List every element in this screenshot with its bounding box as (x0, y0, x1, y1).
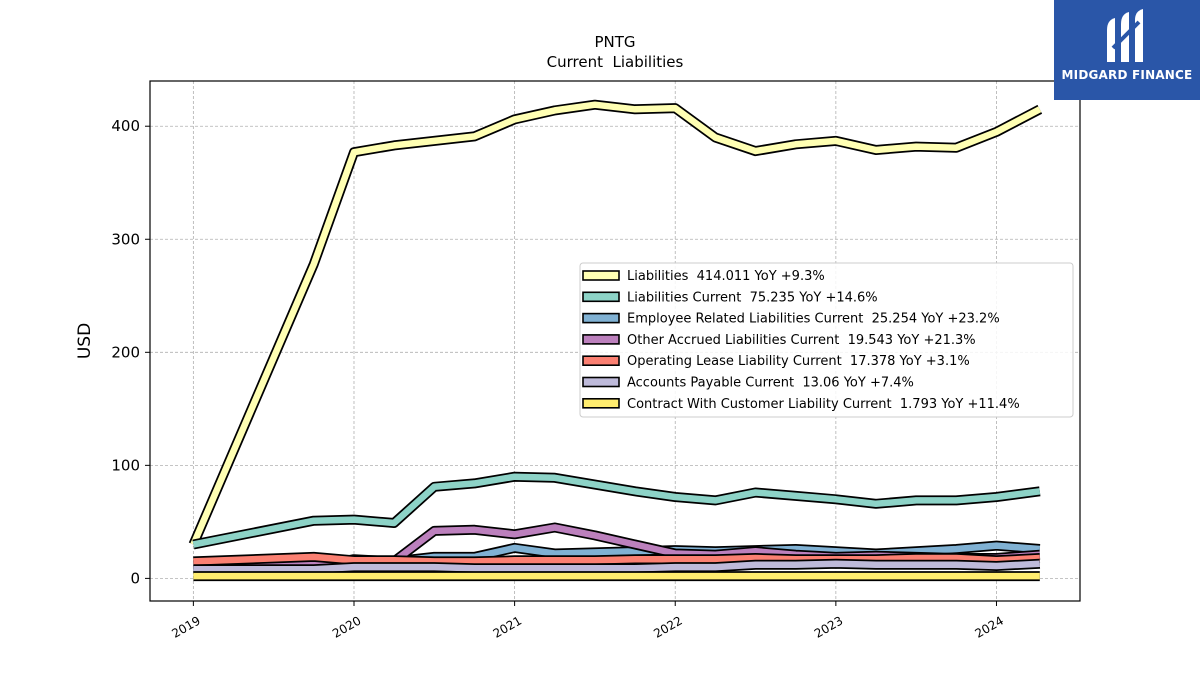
y-tick-label: 400 (111, 117, 140, 135)
legend-box (579, 262, 1074, 418)
chart-title: PNTG (594, 33, 635, 51)
legend-swatch (582, 291, 620, 303)
legend-label: Operating Lease Liability Current 17.378… (627, 354, 970, 369)
legend-label: Liabilities 414.011 YoY +9.3% (627, 269, 825, 284)
series-lines (188, 99, 1043, 582)
series-line (193, 560, 1040, 573)
legend-swatch (582, 334, 620, 345)
legend-swatch (582, 355, 620, 367)
legend-swatch (582, 312, 620, 324)
y-axis-label: USD (75, 323, 95, 359)
brand-mark-icon (1107, 9, 1143, 62)
brand-name: MIDGARD FINANCE (1061, 68, 1193, 82)
legend: Liabilities 414.011 YoY +9.3% Liabilities… (579, 262, 1074, 418)
y-tick-label: 0 (130, 569, 140, 587)
chart-subtitle: Current Liabilities (547, 53, 684, 71)
plot-frame (149, 80, 1081, 602)
legend-swatch (582, 270, 620, 281)
x-tick-label: 2020 (330, 613, 363, 640)
brand-logo: MIDGARD FINANCE (1054, 0, 1200, 100)
legend-label: Contract With Customer Liability Current… (627, 397, 1020, 412)
series-line (193, 553, 1040, 565)
legend-label: Accounts Payable Current 13.06 YoY +7.4% (627, 376, 914, 391)
x-tick-label: 2021 (491, 613, 524, 640)
x-tick-label: 2019 (169, 613, 202, 640)
series-line (192, 473, 1041, 548)
x-tick-label: 2024 (973, 613, 1006, 640)
x-tick-label: 2022 (651, 613, 684, 640)
legend-label: Liabilities Current 75.235 YoY +14.6% (627, 290, 878, 305)
grid (150, 81, 1080, 601)
y-tick-label: 300 (111, 230, 140, 248)
series-line (190, 101, 1042, 546)
legend-label: Employee Related Liabilities Current 25.… (627, 312, 1000, 327)
y-tick-label: 200 (111, 343, 140, 361)
x-tick-label: 2023 (812, 613, 845, 640)
legend-swatch (582, 376, 620, 388)
legend-swatch (582, 397, 620, 409)
y-tick-label: 100 (111, 456, 140, 474)
legend-label: Other Accrued Liabilities Current 19.543… (627, 333, 976, 348)
